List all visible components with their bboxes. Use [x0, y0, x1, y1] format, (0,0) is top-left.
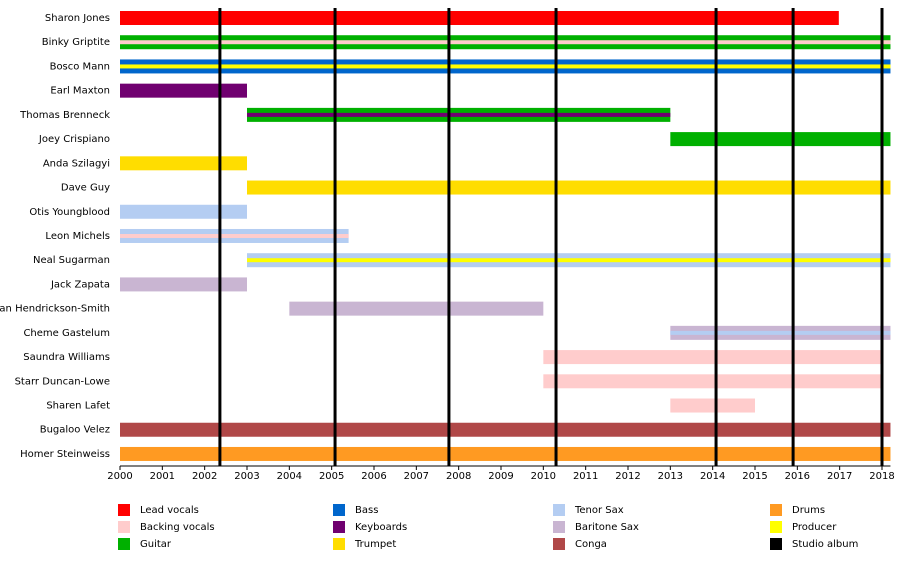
- legend-swatch: [118, 521, 130, 533]
- legend-swatch: [333, 521, 345, 533]
- role-bar: [247, 258, 891, 263]
- role-bar: [670, 132, 891, 147]
- member-name: Leon Michels: [45, 231, 110, 242]
- x-tick-label: 2004: [277, 471, 302, 482]
- x-tick-label: 2007: [404, 471, 429, 482]
- legend-swatch: [770, 504, 782, 516]
- x-tick-label: 2005: [319, 471, 344, 482]
- x-tick-label: 2002: [192, 471, 217, 482]
- member-name: Bugaloo Velez: [40, 425, 110, 436]
- member-name: Jack Zapata: [50, 279, 110, 290]
- role-bar: [543, 350, 882, 365]
- legend-swatch: [770, 521, 782, 533]
- legend-swatch: [333, 538, 345, 550]
- member-name: Homer Steinweiss: [20, 449, 110, 460]
- role-bar: [543, 374, 882, 389]
- legend-swatch: [553, 521, 565, 533]
- member-name: Cheme Gastelum: [23, 328, 110, 339]
- x-tick-label: 2008: [446, 471, 471, 482]
- member-name: Bosco Mann: [50, 61, 110, 72]
- role-bar: [120, 11, 839, 25]
- member-name: Saundra Williams: [23, 352, 110, 363]
- legend-label: Tenor Sax: [574, 505, 624, 516]
- member-name: Otis Youngblood: [29, 207, 110, 218]
- member-name: Binky Griptite: [42, 37, 110, 48]
- role-bar: [289, 301, 544, 316]
- role-bar: [120, 40, 891, 45]
- role-bar: [670, 398, 755, 413]
- legend-label: Trumpet: [354, 539, 396, 550]
- x-tick-label: 2015: [742, 471, 767, 482]
- x-tick-label: 2000: [107, 471, 132, 482]
- member-name: Neal Sugarman: [33, 255, 110, 266]
- legend-swatch: [553, 538, 565, 550]
- member-name: Starr Duncan-Lowe: [15, 376, 110, 387]
- role-bar: [120, 204, 247, 219]
- member-name: Thomas Brenneck: [19, 110, 110, 121]
- x-tick-label: 2006: [361, 471, 386, 482]
- member-name: Sharon Jones: [45, 13, 110, 24]
- x-tick-label: 2010: [531, 471, 556, 482]
- x-tick-label: 2011: [573, 471, 598, 482]
- member-name: Dave Guy: [61, 183, 110, 194]
- member-name: Sharen Lafet: [46, 401, 110, 412]
- x-tick-label: 2003: [234, 471, 259, 482]
- x-tick-label: 2016: [785, 471, 810, 482]
- legend-label: Keyboards: [355, 522, 407, 533]
- role-bar: [120, 64, 891, 69]
- role-bar: [120, 446, 891, 461]
- member-name: Ian Hendrickson-Smith: [0, 304, 110, 315]
- legend-swatch: [118, 504, 130, 516]
- role-bar: [247, 180, 891, 195]
- x-tick-label: 2013: [658, 471, 683, 482]
- legend-label: Producer: [792, 522, 837, 533]
- role-bar: [120, 156, 247, 171]
- member-name: Joey Crispiano: [38, 134, 110, 145]
- role-bar: [670, 330, 891, 335]
- x-tick-label: 2017: [827, 471, 852, 482]
- x-tick-label: 2001: [150, 471, 175, 482]
- legend-label: Guitar: [140, 539, 172, 550]
- role-bar: [120, 422, 891, 437]
- x-tick-label: 2012: [615, 471, 640, 482]
- legend-label: Bass: [355, 505, 378, 516]
- legend-label: Drums: [792, 505, 825, 516]
- role-bar: [247, 112, 671, 117]
- member-name: Earl Maxton: [50, 86, 110, 97]
- x-tick-label: 2014: [700, 471, 725, 482]
- legend-swatch: [553, 504, 565, 516]
- legend-label: Baritone Sax: [575, 522, 639, 533]
- legend-label: Studio album: [792, 539, 858, 550]
- role-bar: [120, 83, 247, 98]
- legend-label: Backing vocals: [140, 522, 215, 533]
- x-tick-label: 2009: [488, 471, 513, 482]
- legend-swatch: [333, 504, 345, 516]
- legend-label: Lead vocals: [140, 505, 199, 516]
- legend-swatch: [118, 538, 130, 550]
- role-bar: [120, 277, 247, 292]
- role-bar: [120, 233, 349, 238]
- x-tick-label: 2018: [869, 471, 894, 482]
- legend-label: Conga: [575, 539, 607, 550]
- member-name: Anda Szilagyi: [43, 158, 110, 169]
- legend-swatch: [770, 538, 782, 550]
